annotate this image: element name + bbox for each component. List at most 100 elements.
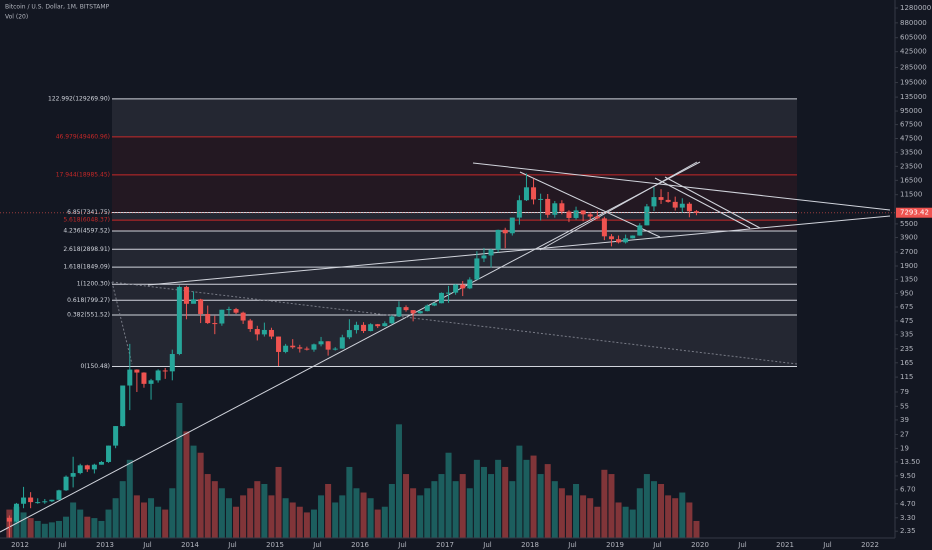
volume-bar <box>148 498 155 538</box>
fib-label: 2.618(2898.91) <box>63 246 110 253</box>
volume-bar <box>112 498 119 538</box>
y-tick-label: 5500 <box>900 220 918 228</box>
candle-body <box>42 501 48 503</box>
volume-bar <box>466 488 473 538</box>
candle-body <box>672 201 678 208</box>
y-tick-label: 425000 <box>900 48 927 56</box>
x-tick-label: Jul <box>567 541 577 549</box>
volume-bar <box>403 474 410 538</box>
volume-bar <box>353 488 360 538</box>
candle-body <box>616 239 622 243</box>
candle-body <box>679 203 685 208</box>
volume-bar <box>693 520 700 538</box>
candle-body <box>608 236 614 240</box>
candle-body <box>283 345 289 352</box>
candle-body <box>637 225 643 236</box>
y-tick-label: 1350 <box>900 276 918 284</box>
fib-zone <box>112 212 797 221</box>
y-tick-label: 27 <box>900 431 909 439</box>
volume-bar <box>551 481 558 538</box>
y-tick-label: 3.30 <box>900 514 916 522</box>
volume-bar <box>395 424 402 538</box>
candle-body <box>509 217 515 234</box>
candle-body <box>35 502 41 504</box>
fib-label: 0.382(551.52) <box>67 311 110 318</box>
y-tick-label: 880000 <box>900 19 927 27</box>
volume-bar <box>488 474 495 538</box>
volume-bar <box>133 495 140 538</box>
candle-body <box>339 337 345 349</box>
volume-bar <box>310 509 317 538</box>
volume-bar <box>247 488 254 538</box>
volume-bar <box>190 445 197 538</box>
y-tick-label: 9.50 <box>900 472 916 480</box>
candle-body <box>545 198 551 215</box>
volume-bar <box>410 488 417 538</box>
volume-bar <box>565 495 572 538</box>
volume-bar <box>339 495 346 538</box>
candle-body <box>346 330 352 338</box>
x-tick-label: Jul <box>57 541 67 549</box>
fib-label: 1.618(1849.09) <box>63 264 110 271</box>
y-tick-label: 2700 <box>900 248 918 256</box>
volume-bar <box>41 523 48 538</box>
volume-bar <box>268 495 275 538</box>
volume-bar <box>34 520 41 538</box>
volume-bar <box>332 502 339 538</box>
volume-bar <box>445 452 452 538</box>
candle-body <box>134 369 140 373</box>
candle-body <box>353 324 359 331</box>
x-tick-label: 2013 <box>96 541 114 549</box>
fib-label: 0.618(799.27) <box>67 297 110 304</box>
candle-body <box>559 203 565 212</box>
volume-bar <box>225 498 232 538</box>
candle-body <box>56 490 62 500</box>
fib-label: 17.944(18985.45) <box>56 171 110 178</box>
volume-bar <box>594 506 601 538</box>
candle-body <box>162 370 168 372</box>
volume-bar <box>55 520 62 538</box>
volume-bar <box>126 459 133 538</box>
volume-bar <box>176 403 183 538</box>
volume-bar <box>162 509 169 538</box>
y-tick-label: 115 <box>900 373 913 381</box>
last-price-label: 7293.42 <box>900 209 929 217</box>
volume-bar <box>424 488 431 538</box>
volume-bar <box>615 502 622 538</box>
candle-body <box>552 203 558 215</box>
candle-body <box>297 347 303 349</box>
y-tick-label: 165 <box>900 359 913 367</box>
fib-zone <box>112 300 797 315</box>
volume-bar <box>296 506 303 538</box>
trend-line <box>539 161 698 251</box>
x-tick-label: 2022 <box>861 541 879 549</box>
fib-label: 4.236(4597.52) <box>63 227 110 234</box>
candle-body <box>580 210 586 215</box>
candle-body <box>106 445 112 462</box>
volume-bar <box>374 509 381 538</box>
candle-body <box>516 200 522 218</box>
fib-label: 46.979(49460.96) <box>56 133 110 140</box>
fib-retracement: 122.992(129269.90) 46.979(49460.96) 17.944… <box>48 95 797 370</box>
volume-bar <box>105 509 112 538</box>
fib-zone <box>112 98 797 137</box>
volume-bar <box>537 474 544 538</box>
trend-line <box>0 161 701 533</box>
candle-body <box>77 465 83 474</box>
candle-body <box>474 258 480 280</box>
y-tick-label: 4.70 <box>900 500 916 508</box>
trend-line <box>654 177 751 229</box>
y-tick-label: 475 <box>900 317 913 325</box>
volume-bar <box>650 481 657 538</box>
volume-bar <box>48 522 55 538</box>
candle-body <box>601 218 607 237</box>
x-tick-label: Jul <box>142 541 152 549</box>
fib-label: 6.85(7341.75) <box>67 209 110 216</box>
candle-body <box>148 380 154 384</box>
volume-bar <box>636 488 643 538</box>
volume-bar <box>679 492 686 538</box>
y-tick-label: 6.70 <box>900 486 916 494</box>
volume-bar <box>261 484 268 538</box>
candle-body <box>523 187 529 201</box>
y-tick-label: 13.50 <box>900 458 920 466</box>
